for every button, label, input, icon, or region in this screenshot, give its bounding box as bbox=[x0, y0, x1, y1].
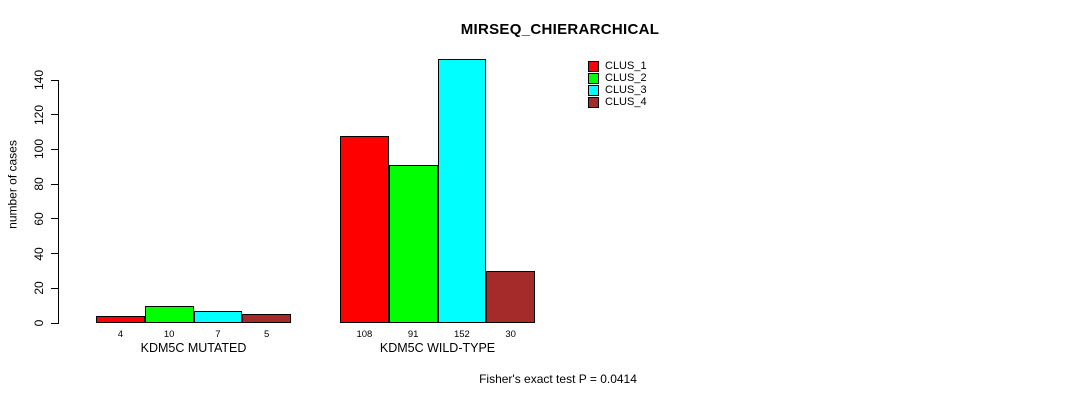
y-tick-label: 140 bbox=[32, 69, 46, 91]
category-label: KDM5C WILD-TYPE bbox=[379, 341, 496, 355]
legend-entry: CLUS_1 bbox=[588, 60, 647, 72]
bar-clus_1 bbox=[96, 316, 145, 323]
legend-entry: CLUS_2 bbox=[588, 72, 647, 84]
bar-clus_3 bbox=[437, 59, 487, 323]
bar-value-label: 10 bbox=[163, 329, 175, 340]
y-tick-mark bbox=[51, 79, 58, 81]
y-axis-line bbox=[58, 80, 59, 324]
y-tick-label: 80 bbox=[32, 177, 46, 191]
chart-title: MIRSEQ_CHIERARCHICAL bbox=[460, 21, 660, 38]
category-label: KDM5C MUTATED bbox=[140, 341, 247, 355]
y-tick-mark bbox=[51, 287, 58, 289]
legend-entry-label: CLUS_2 bbox=[605, 71, 647, 84]
y-tick-label: 0 bbox=[32, 319, 46, 327]
stat-annotation: Fisher's exact test P = 0.0414 bbox=[479, 372, 637, 386]
y-axis-label: number of cases bbox=[5, 140, 20, 229]
bar-value-label: 4 bbox=[117, 329, 124, 340]
bar-value-label: 108 bbox=[356, 329, 373, 340]
y-tick-label: 40 bbox=[32, 246, 46, 261]
bar-clus_4 bbox=[486, 270, 535, 323]
bar-value-label: 5 bbox=[263, 329, 270, 340]
legend: CLUS_1 CLUS_2 CLUS_3 CLUS_4 bbox=[588, 60, 647, 108]
bar-value-label: 7 bbox=[215, 329, 221, 340]
bar-clus_2 bbox=[144, 305, 194, 323]
y-tick-mark bbox=[51, 218, 58, 220]
bar-value-label: 152 bbox=[453, 329, 470, 340]
legend-color-swatch bbox=[588, 84, 599, 96]
bar-value-label: 91 bbox=[407, 329, 419, 340]
y-tick-label: 20 bbox=[32, 281, 46, 295]
y-tick-mark bbox=[51, 114, 58, 116]
bar-clus_4 bbox=[242, 314, 291, 323]
legend-entry-label: CLUS_1 bbox=[605, 59, 647, 72]
y-tick-mark bbox=[51, 253, 58, 255]
bar-clus_1 bbox=[340, 135, 389, 323]
y-tick-mark bbox=[51, 183, 58, 185]
bar-clus_3 bbox=[193, 310, 243, 323]
y-tick-label: 120 bbox=[32, 104, 46, 125]
legend-entry: CLUS_3 bbox=[588, 84, 647, 96]
y-tick-mark bbox=[51, 322, 58, 324]
legend-color-swatch bbox=[588, 96, 599, 108]
y-tick-label: 60 bbox=[32, 212, 46, 226]
y-tick-label: 100 bbox=[32, 139, 46, 160]
bar-value-label: 30 bbox=[505, 329, 516, 340]
y-tick-mark bbox=[51, 148, 58, 150]
legend-entry-label: CLUS_4 bbox=[605, 95, 647, 108]
legend-color-swatch bbox=[588, 60, 599, 72]
bar-clus_2 bbox=[388, 165, 438, 323]
legend-entry-label: CLUS_3 bbox=[605, 83, 647, 96]
legend-entry: CLUS_4 bbox=[588, 96, 647, 108]
legend-color-swatch bbox=[588, 72, 599, 84]
